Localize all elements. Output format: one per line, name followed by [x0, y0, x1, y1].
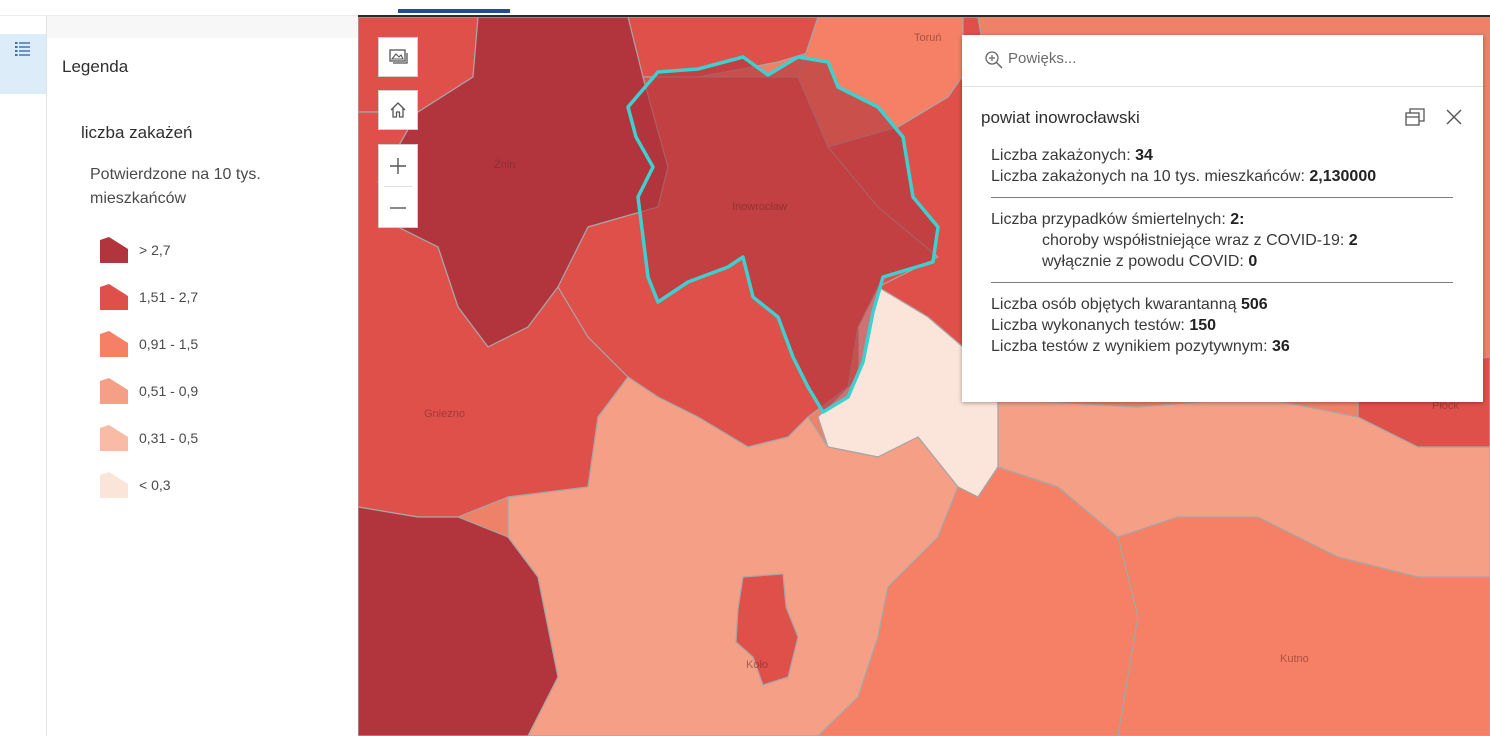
- feature-popup: Powięks... powiat inowrocławski Liczba z…: [962, 35, 1483, 402]
- legend-swatch: [100, 424, 128, 451]
- place-label: Koło: [746, 659, 769, 671]
- zoom-divider: [384, 186, 412, 187]
- place-label: Inowrocław: [732, 201, 788, 213]
- zoom-controls: [378, 144, 418, 228]
- zoom-in-button[interactable]: [379, 145, 417, 186]
- legend-item: 1,51 - 2,7: [99, 273, 198, 320]
- basemap-gallery-button[interactable]: [378, 37, 418, 77]
- infected-per10k-value: 2,130000: [1309, 168, 1377, 185]
- infected-value: 34: [1135, 147, 1153, 164]
- basemap-gallery-icon: [389, 49, 408, 64]
- choropleth-map[interactable]: [358, 17, 1490, 736]
- zoom-magnifier-icon: [985, 51, 1003, 69]
- quarantine-value: 506: [1240, 296, 1268, 313]
- place-label: Toruń: [914, 32, 942, 44]
- tests-value: 150: [1189, 317, 1217, 334]
- deaths-value: 2:: [1230, 211, 1245, 228]
- legend-item-label: 0,91 - 1,5: [139, 335, 199, 352]
- close-icon[interactable]: [1443, 106, 1465, 128]
- legend-items: > 2,7 1,51 - 2,7 0,91 - 1,5 0,51 - 0,9 0…: [99, 226, 198, 508]
- legend-item-label: < 0,3: [139, 476, 171, 493]
- covid-only-row: wyłącznie z powodu COVID: 0: [1042, 253, 1258, 270]
- plus-icon: [390, 157, 406, 174]
- zoom-out-button[interactable]: [379, 187, 417, 228]
- home-button[interactable]: [378, 90, 418, 130]
- minus-icon: [390, 206, 406, 209]
- positive-tests-value: 36: [1271, 338, 1290, 355]
- popup-divider: [991, 282, 1453, 283]
- legend-item: 0,31 - 0,5: [99, 414, 198, 461]
- legend-swatch: [100, 283, 128, 310]
- comorbid-row: choroby współistniejące wraz z COVID-19:…: [1042, 232, 1358, 249]
- legend-layer-title: liczba zakażeń: [81, 123, 193, 142]
- popup-zoom-to-action[interactable]: Powięks...: [962, 35, 1483, 87]
- covid-only-value: 0: [1248, 253, 1258, 270]
- legend-item-label: > 2,7: [139, 241, 171, 258]
- legend-swatch: [100, 330, 128, 357]
- infected-row: Liczba zakażonych: 34: [991, 147, 1153, 164]
- map-top-border: [358, 15, 1490, 17]
- legend-item: < 0,3: [99, 461, 198, 508]
- comorbid-value: 2: [1348, 232, 1358, 249]
- infected-per10k-row: Liczba zakażonych na 10 tys. mieszkańców…: [991, 168, 1377, 185]
- legend-list-icon: [15, 42, 30, 56]
- positive-tests-row: Liczba testów z wynikiem pozytywnym: 36: [991, 338, 1290, 355]
- place-label: Gniezno: [424, 408, 465, 420]
- tests-row: Liczba wykonanych testów: 150: [991, 317, 1217, 334]
- region-east-middle[interactable]: [962, 396, 1490, 578]
- left-rail: [0, 16, 47, 736]
- dock-icon[interactable]: [1403, 106, 1427, 128]
- legend-panel-header: [47, 16, 358, 38]
- legend-field-label: Potwierdzone na 10 tys. mieszkańców: [90, 166, 261, 207]
- top-strip: [0, 0, 1490, 16]
- legend-panel: Legenda liczba zakażeń Potwierdzone na 1…: [47, 16, 358, 736]
- active-tab-indicator: [398, 9, 510, 13]
- legend-item: > 2,7: [99, 226, 198, 273]
- place-label: Kutno: [1280, 653, 1309, 665]
- legend-swatch: [100, 377, 128, 404]
- legend-item-label: 1,51 - 2,7: [139, 288, 199, 305]
- popup-divider: [991, 197, 1453, 198]
- region-small-center[interactable]: [735, 573, 799, 686]
- popup-content: Liczba zakażonych: 34 Liczba zakażonych …: [991, 145, 1453, 357]
- legend-title: Legenda: [62, 57, 129, 76]
- legend-item: 0,91 - 1,5: [99, 320, 198, 367]
- legend-swatch: [100, 236, 128, 263]
- region-inowroclaw[interactable]: [626, 55, 940, 414]
- deaths-row: Liczba przypadków śmiertelnych: 2:: [991, 211, 1245, 228]
- popup-zoom-label: Powięks...: [1008, 50, 1077, 67]
- legend-swatch: [100, 471, 128, 498]
- legend-item: 0,51 - 0,9: [99, 367, 198, 414]
- quarantine-row: Liczba osób objętych kwarantanną 506: [991, 296, 1268, 313]
- legend-toggle-button[interactable]: [0, 34, 46, 94]
- home-icon: [390, 102, 406, 118]
- legend-item-label: 0,51 - 0,9: [139, 382, 199, 399]
- map-view[interactable]: Toruń Żnin Inowrocław Gniezno Koło Kutno…: [358, 17, 1490, 736]
- place-label: Płock: [1432, 400, 1459, 412]
- place-label: Żnin: [494, 159, 516, 171]
- legend-item-label: 0,31 - 0,5: [139, 429, 199, 446]
- popup-title: powiat inowrocławski: [981, 108, 1140, 127]
